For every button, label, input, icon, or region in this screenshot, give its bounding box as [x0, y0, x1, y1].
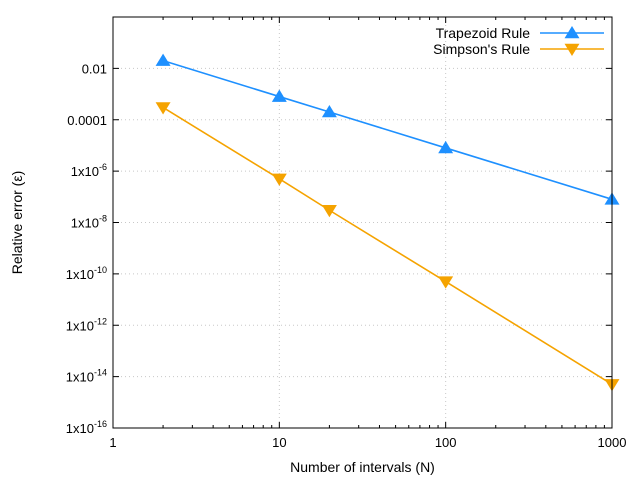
x-tick-label: 1: [109, 435, 116, 450]
trapezoid-data-point: [155, 53, 171, 66]
y-tick-label: 1x10-10: [66, 265, 107, 282]
simpson-series-line: [162, 106, 613, 386]
simpson-data-point: [438, 276, 454, 289]
y-axis-title: Relative error (ε): [9, 171, 25, 274]
trapezoid-data-point: [438, 140, 454, 154]
axis-ticks: 0.01 0.0001 1x10-6 1x10-8 1x10-10 1x10-12 1x10…: [66, 17, 627, 450]
trapezoid-data-point: [271, 89, 287, 102]
legend-label-trapezoid: Trapezoid Rule: [436, 25, 531, 41]
y-tick-label: 0.0001: [67, 113, 107, 128]
x-tick-label: 1000: [598, 435, 627, 450]
y-tick-label: 1x10-12: [66, 316, 107, 333]
y-tick-label: 1x10-14: [66, 368, 107, 385]
simpson-data-point: [271, 173, 287, 186]
simpson-data-point: [321, 204, 337, 218]
x-tick-label: 10: [272, 435, 286, 450]
legend-marker-simpson: [564, 43, 580, 57]
x-axis-title: Number of intervals (N): [290, 459, 435, 475]
y-tick-label: 1x10-8: [71, 214, 107, 231]
legend-label-simpson: Simpson's Rule: [433, 41, 530, 57]
y-tick-label: 0.01: [82, 61, 107, 76]
x-tick-label: 100: [435, 435, 457, 450]
y-tick-label: 1x10-16: [66, 419, 107, 436]
trapezoid-data-point: [321, 104, 337, 118]
trapezoid-series-line: [162, 59, 613, 201]
plot-series: [155, 53, 620, 392]
simpson-data-point: [155, 102, 171, 115]
y-tick-label: 1x10-6: [71, 162, 107, 179]
grid: [113, 17, 612, 428]
legend-marker-trapezoid: [564, 25, 580, 39]
